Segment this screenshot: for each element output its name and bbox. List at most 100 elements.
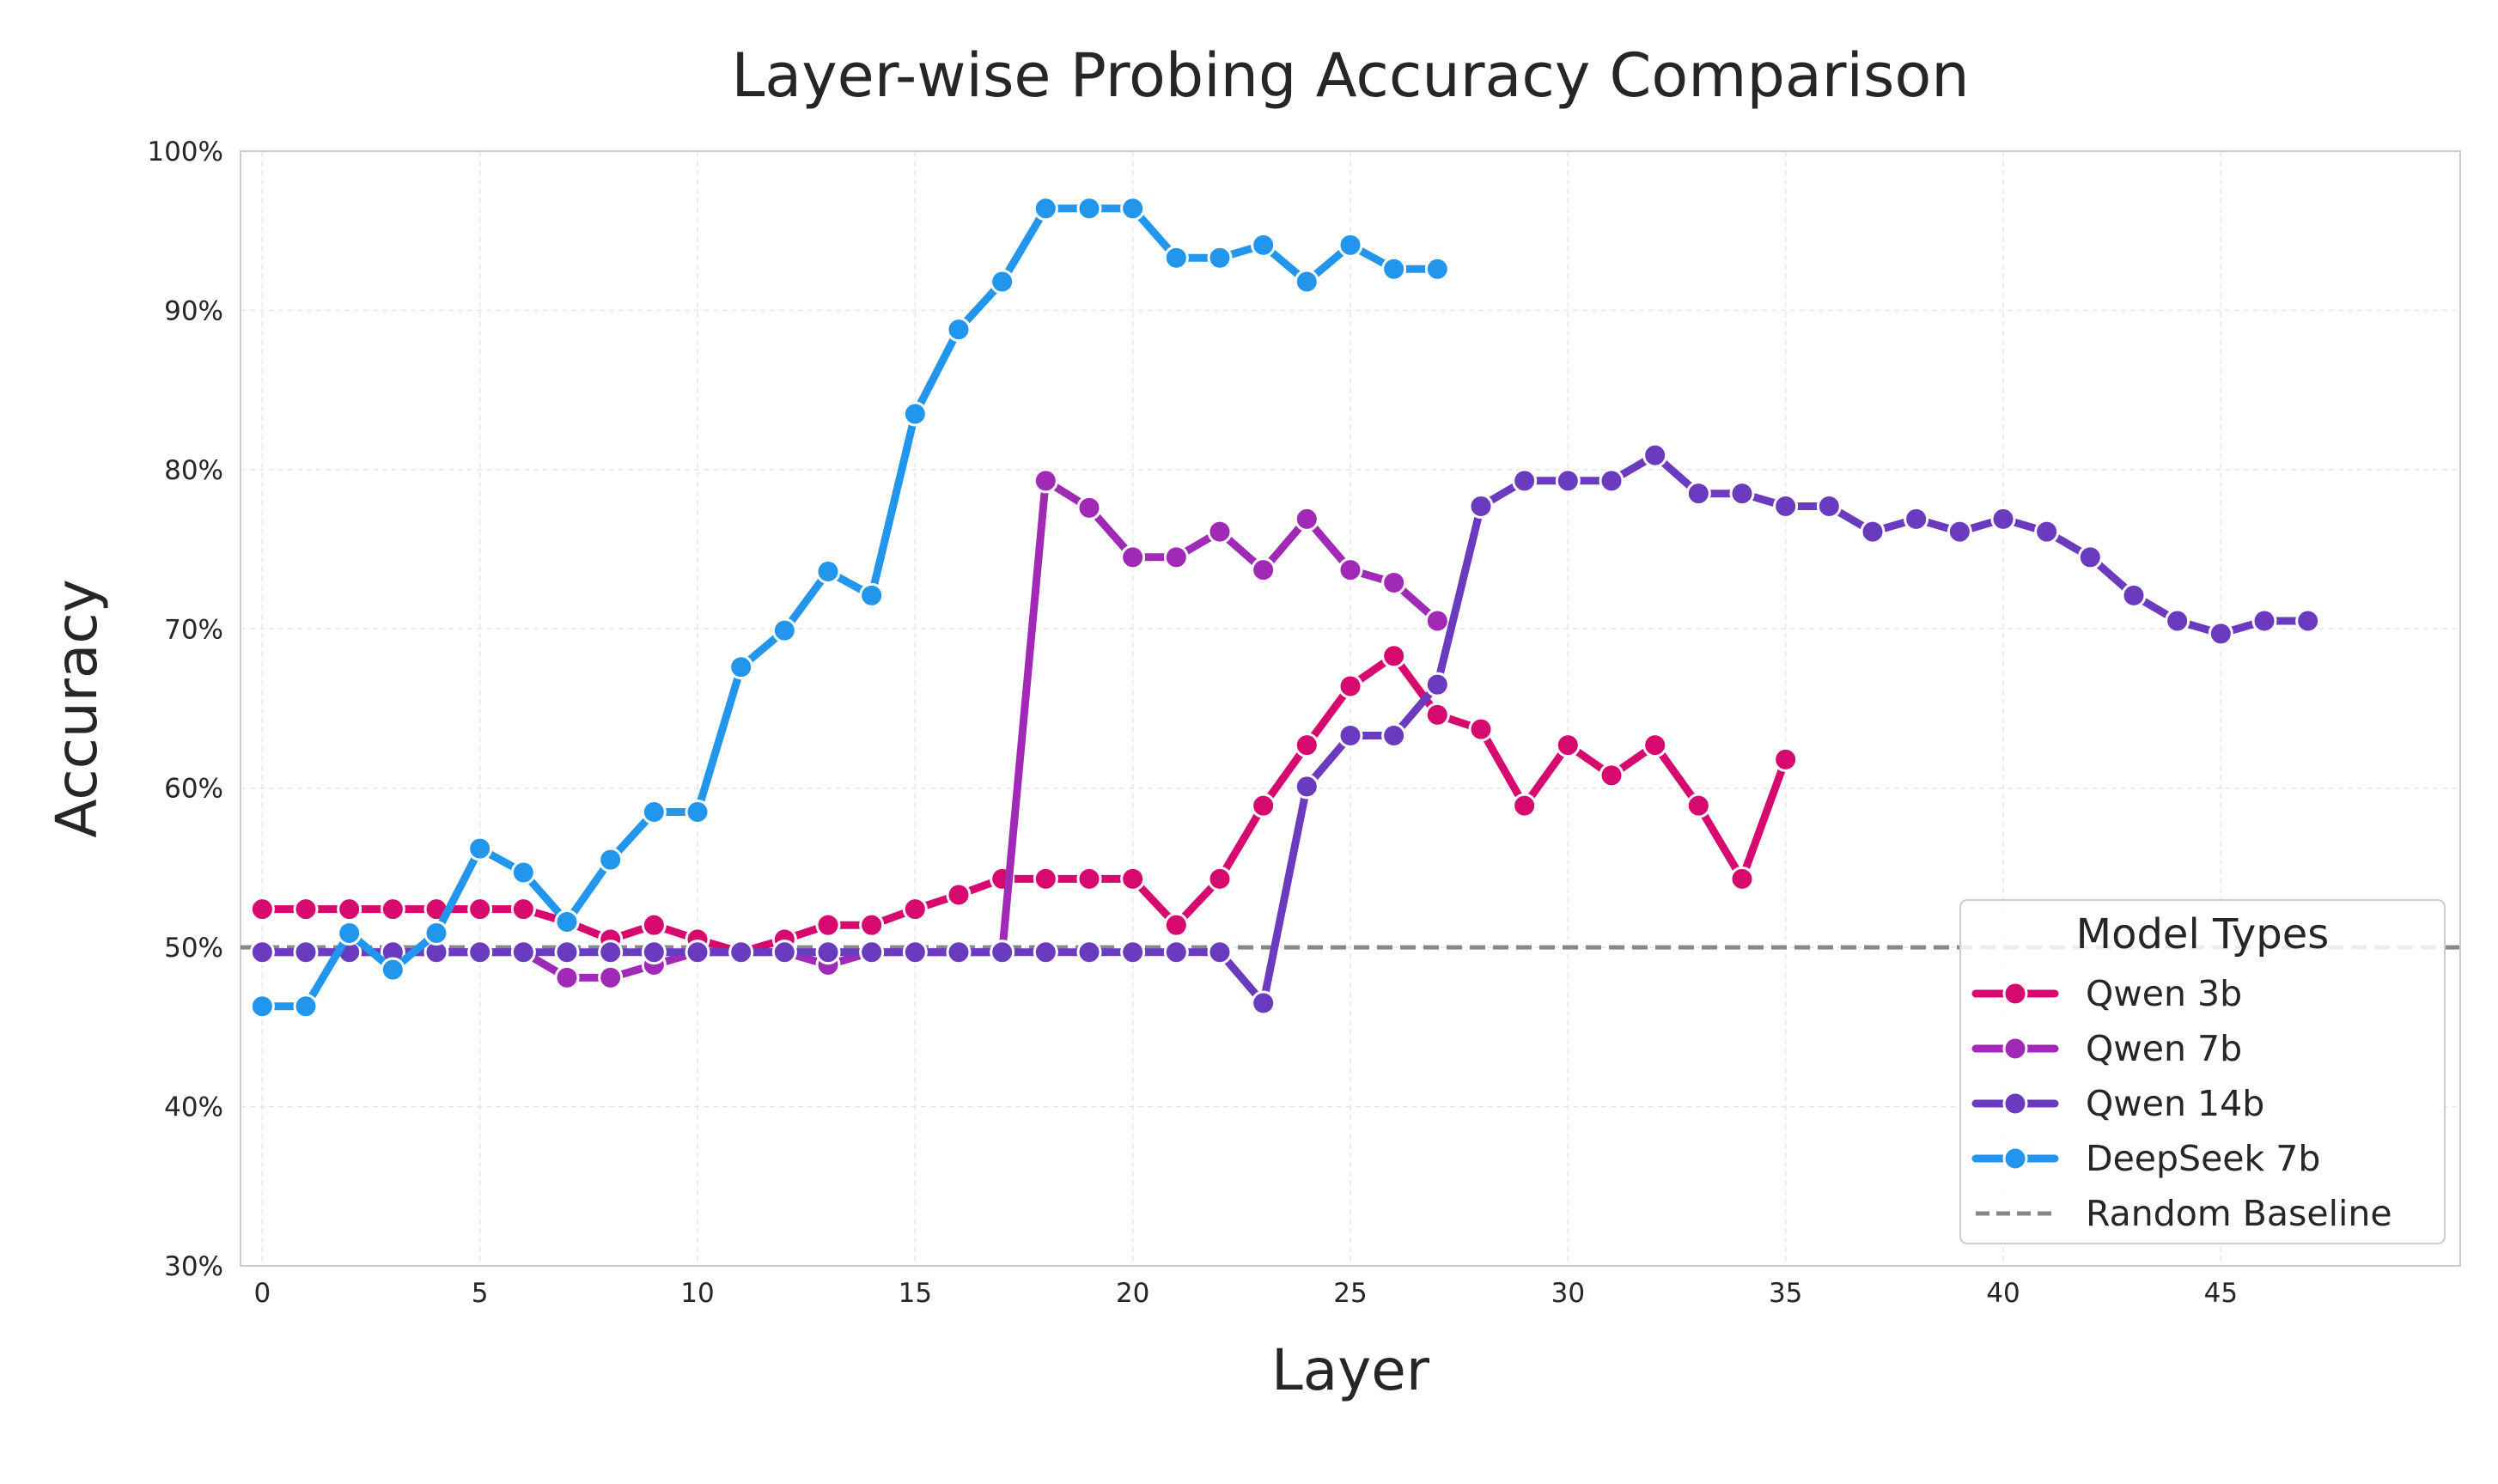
data-point [815, 559, 841, 585]
data-point [293, 940, 319, 965]
y-tick-label: 70% [164, 614, 223, 645]
data-point [1251, 793, 1276, 818]
data-point [859, 940, 885, 965]
data-point [1076, 940, 1102, 965]
data-point [1512, 793, 1538, 818]
legend-box [1959, 899, 2446, 1244]
data-point [2251, 608, 2277, 634]
data-point [249, 940, 275, 965]
data-point [1120, 866, 1146, 891]
data-point [1424, 256, 1450, 282]
data-point [902, 401, 928, 427]
legend-title: Model Types [2076, 910, 2330, 958]
data-point [1424, 702, 1450, 727]
x-tick-label: 30 [1551, 1278, 1585, 1309]
data-point [293, 897, 319, 922]
data-point [598, 847, 624, 873]
data-point [728, 940, 754, 965]
data-point [598, 940, 624, 965]
data-point [1685, 793, 1711, 818]
data-point [1424, 608, 1450, 634]
legend-swatch-marker [2002, 1036, 2028, 1061]
x-tick-label: 10 [680, 1278, 714, 1309]
data-point [467, 836, 493, 861]
data-point [771, 940, 797, 965]
data-point [1294, 506, 1319, 532]
data-point [598, 964, 624, 990]
x-tick-label: 15 [899, 1278, 932, 1309]
data-point [1251, 557, 1276, 583]
grid [241, 150, 2460, 1267]
data-point [1642, 733, 1668, 758]
legend-items: Qwen 3b Qwen 7b Qwen 14b DeepSeek 7b Random … [1971, 973, 2392, 1234]
legend-label: Qwen 3b [2086, 973, 2242, 1014]
data-point [1555, 733, 1581, 758]
data-point [467, 897, 493, 922]
data-point [946, 317, 972, 343]
data-point [1163, 940, 1189, 965]
y-tick-label: 30% [164, 1251, 223, 1282]
legend-item-qwen-7b: Qwen 7b [1971, 1028, 2242, 1069]
data-point [1555, 468, 1581, 494]
data-point [1599, 763, 1624, 788]
data-point [1337, 723, 1363, 749]
plot-frame [240, 150, 2461, 1267]
data-point [1816, 494, 1842, 520]
data-point [554, 909, 580, 934]
data-point [1294, 733, 1319, 758]
data-point [1294, 269, 1319, 295]
data-point [2165, 608, 2190, 634]
data-point [423, 920, 449, 946]
data-point [467, 940, 493, 965]
series-deepseek-7b [249, 196, 1450, 1019]
data-point [815, 940, 841, 965]
data-point [554, 940, 580, 965]
data-point [1337, 557, 1363, 583]
data-point [1773, 494, 1799, 520]
legend: Model Types Qwen 3b Qwen 7b Qwen 14b DeepSe… [1959, 899, 2446, 1244]
data-point [1120, 544, 1146, 570]
legend-label: Random Baseline [2086, 1193, 2392, 1234]
data-point [685, 940, 710, 965]
data-point [2077, 544, 2103, 570]
data-point [1163, 912, 1189, 938]
data-point [641, 800, 667, 825]
legend-swatch-marker [2002, 1091, 2028, 1116]
data-point [1033, 866, 1058, 891]
data-point [1468, 494, 1494, 520]
series-line-deepseek-7b [258, 204, 1441, 1011]
series-group [249, 196, 2321, 1019]
legend-item-deepseek-7b: DeepSeek 7b [1971, 1138, 2320, 1179]
chart-title: Layer-wise Probing Accuracy Comparison [731, 40, 1969, 111]
x-tick-label: 25 [1333, 1278, 1367, 1309]
data-point [641, 940, 667, 965]
y-tick-label: 60% [164, 774, 223, 805]
data-point [902, 940, 928, 965]
data-point [1512, 468, 1538, 494]
data-point [554, 964, 580, 990]
data-point [902, 897, 928, 922]
data-point [1251, 990, 1276, 1016]
x-axis-label: Layer [1271, 1337, 1430, 1403]
y-tick-label: 80% [164, 455, 223, 486]
data-point [1381, 723, 1407, 749]
y-axis-label: Accuracy [44, 579, 110, 837]
data-point [1381, 643, 1407, 669]
data-point [815, 912, 841, 938]
data-point [1207, 866, 1233, 891]
data-point [337, 897, 363, 922]
data-point [685, 800, 710, 825]
data-point [1163, 544, 1189, 570]
data-point [1381, 256, 1407, 282]
data-point [1990, 506, 2016, 532]
data-point [1381, 570, 1407, 596]
data-point [990, 940, 1015, 965]
data-point [1468, 716, 1494, 742]
legend-swatch-marker [2002, 1146, 2028, 1171]
x-tick-label: 45 [2204, 1278, 2238, 1309]
data-point [946, 882, 972, 908]
data-point [1207, 245, 1233, 271]
data-point [1207, 940, 1233, 965]
data-point [990, 269, 1015, 295]
